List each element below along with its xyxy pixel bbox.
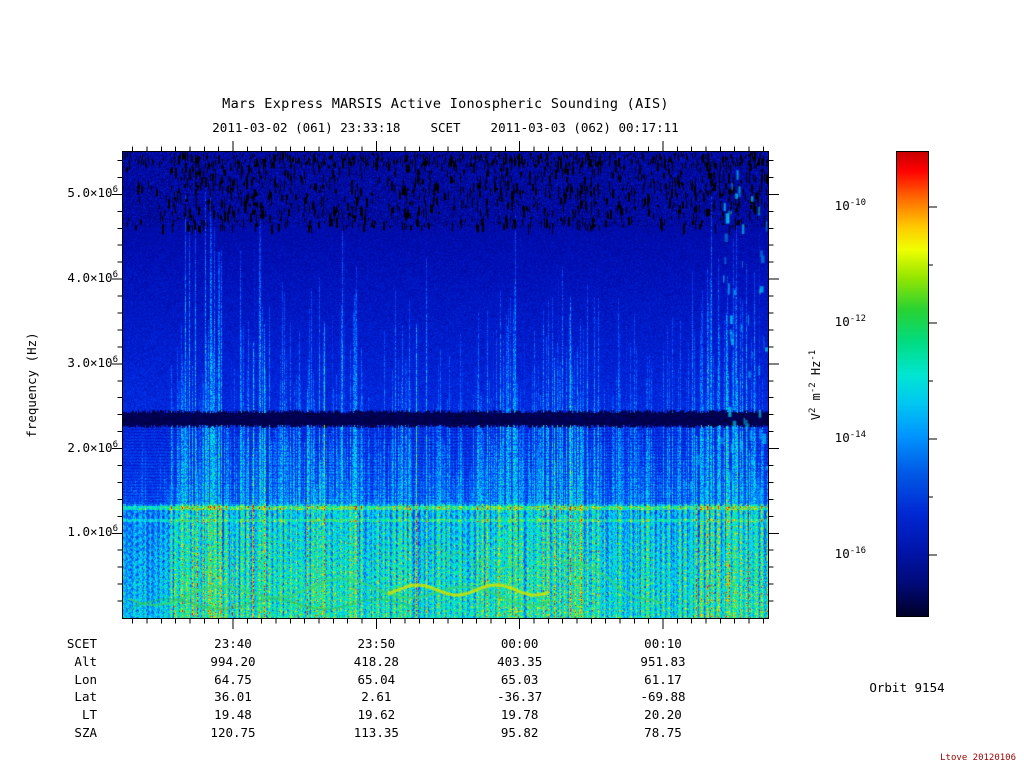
ephemeris-value: 19.48	[214, 707, 252, 723]
ephemeris-row-label-lt: LT	[81, 707, 97, 723]
spectrogram-frame	[122, 151, 769, 619]
ephemeris-value: 36.01	[214, 689, 252, 705]
ephemeris-value: 951.83	[640, 653, 686, 669]
colorbar-unit-segment: -1	[808, 349, 818, 361]
y-tick-label: 2.0×106	[67, 439, 118, 455]
ephemeris-value: 65.04	[357, 671, 396, 687]
y-tick-label: 3.0×106	[67, 354, 118, 370]
colorbar	[896, 151, 929, 617]
ephemeris-row-label-alt: Alt	[74, 653, 97, 669]
ephemeris-value: -69.88	[640, 689, 686, 705]
watermark: Ltove 20120106	[940, 753, 1016, 763]
plot-title: Mars Express MARSIS Active Ionospheric S…	[222, 96, 669, 112]
ephemeris-row-label-sza: SZA	[74, 725, 97, 740]
ephemeris-value: 00:10	[644, 636, 682, 651]
ephemeris-value: 95.82	[500, 725, 539, 740]
ephemeris-row-label-scet: SCET	[66, 636, 97, 651]
colorbar-unit-segment: V	[809, 413, 823, 421]
colorbar-unit-segment: 2	[808, 407, 818, 414]
colorbar-unit-label: V2 m-2 Hz-1	[808, 275, 826, 495]
ephemeris-value: 2.61	[361, 689, 392, 705]
ephemeris-value: 78.75	[644, 725, 682, 740]
spectrogram-canvas	[123, 152, 768, 618]
ephemeris-value: -36.37	[497, 689, 543, 705]
y-tick-label: 1.0×106	[67, 524, 118, 540]
y-tick-label: 4.0×106	[67, 270, 118, 286]
ephemeris-value: 19.78	[500, 707, 539, 723]
colorbar-unit-segment: Hz	[809, 360, 823, 383]
colorbar-tick-label: 10-12	[834, 314, 866, 330]
colorbar-unit-segment: -2	[808, 382, 818, 394]
ephemeris-value: 994.20	[210, 653, 256, 669]
ephemeris-value: 23:40	[214, 636, 252, 651]
scet-start-time: 2011-03-02 (061) 23:33:18	[212, 120, 401, 135]
plot-subtitle: 2011-03-02 (061) 23:33:18 SCET 2011-03-0…	[63, 120, 828, 135]
colorbar-unit-segment: m	[809, 393, 823, 408]
scet-end-time: 2011-03-03 (062) 00:17:11	[490, 120, 679, 135]
ephemeris-value: 23:50	[357, 636, 396, 651]
ephemeris-value: 120.75	[210, 725, 256, 740]
ephemeris-value: 65.03	[500, 671, 539, 687]
ephemeris-value: 113.35	[353, 725, 399, 740]
colorbar-tick-label: 10-16	[834, 546, 866, 562]
scet-axis-label: SCET	[430, 120, 461, 135]
ephemeris-value: 19.62	[357, 707, 396, 723]
ephemeris-value: 61.17	[644, 671, 682, 687]
ephemeris-value: 20.20	[644, 707, 682, 723]
ephemeris-value: 403.35	[497, 653, 543, 669]
orbit-label: Orbit 9154	[869, 680, 945, 695]
colorbar-tick-label: 10-14	[834, 430, 866, 446]
ephemeris-value: 64.75	[214, 671, 252, 687]
colorbar-tick-label: 10-10	[834, 198, 866, 214]
ephemeris-row-label-lat: Lat	[74, 689, 97, 705]
ephemeris-value: 00:00	[500, 636, 539, 651]
y-tick-label: 5.0×106	[67, 185, 118, 201]
ephemeris-row-label-lon: Lon	[74, 671, 97, 687]
ephemeris-value: 418.28	[353, 653, 399, 669]
y-axis-label: frequency (Hz)	[24, 332, 39, 438]
